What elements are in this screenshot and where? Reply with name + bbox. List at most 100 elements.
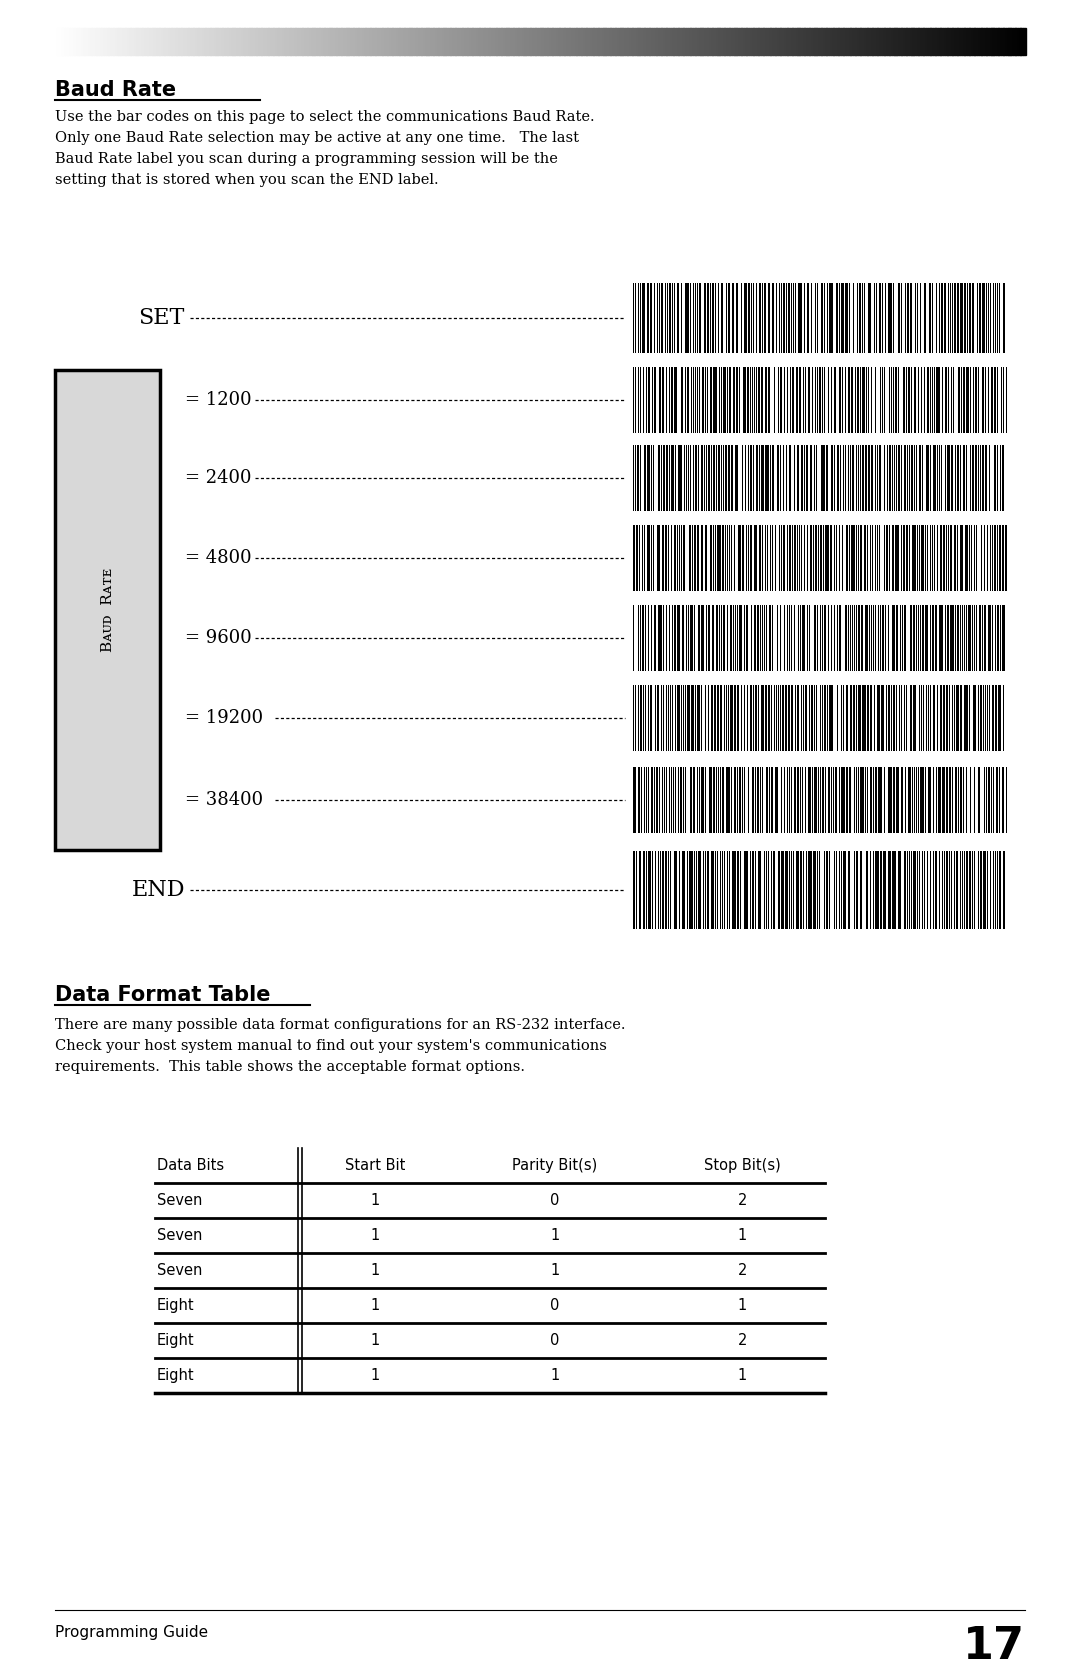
Bar [964,684,968,751]
Bar [901,768,903,833]
Bar [995,684,997,751]
Bar [799,28,802,55]
Bar [637,446,639,511]
Bar [295,28,298,55]
Bar [730,684,733,751]
Text: END: END [132,880,185,901]
Bar [665,851,667,930]
Bar [747,367,750,432]
Bar [967,28,970,55]
Text: 1: 1 [370,1334,380,1349]
Bar [523,28,526,55]
Text: 1: 1 [370,1263,380,1278]
Bar [773,28,775,55]
Bar [577,28,579,55]
Bar [928,28,931,55]
Bar [489,28,492,55]
Bar [583,28,586,55]
Bar [856,851,858,930]
Bar [244,28,247,55]
Bar [773,851,775,930]
Bar [960,684,962,751]
Bar [983,851,986,930]
Bar [858,684,861,751]
Bar [174,28,177,55]
Text: Use the bar codes on this page to select the communications Baud Rate.
Only one : Use the bar codes on this page to select… [55,110,595,187]
Bar [824,604,826,671]
Bar [972,28,974,55]
Bar [976,28,980,55]
Bar [692,28,696,55]
Bar [612,28,616,55]
Bar [421,28,424,55]
Bar [198,28,201,55]
Text: 2: 2 [738,1263,747,1278]
Bar [630,766,1010,834]
Bar [768,28,771,55]
Bar [205,28,208,55]
Bar [935,28,939,55]
Bar [932,604,934,671]
Bar [746,604,748,671]
Bar [997,604,999,671]
Bar [808,768,811,833]
Bar [225,28,228,55]
Bar [370,28,374,55]
Bar [312,28,315,55]
Bar [195,28,199,55]
Bar [815,526,816,591]
Bar [761,684,764,751]
Bar [164,28,167,55]
Bar [838,28,841,55]
Bar [220,28,222,55]
Bar [240,28,242,55]
Bar [868,284,870,354]
Bar [940,684,942,751]
Bar [744,851,748,930]
Bar [796,367,798,432]
Bar [840,28,843,55]
Bar [647,28,650,55]
Bar [772,446,774,511]
Bar [649,28,652,55]
Bar [765,446,769,511]
Bar [135,28,138,55]
Bar [698,28,701,55]
Bar [630,850,1010,930]
Bar [858,604,860,671]
Bar [707,851,708,930]
Bar [814,768,816,833]
Bar [681,367,683,432]
Bar [789,28,793,55]
Bar [933,446,936,511]
Bar [755,684,757,751]
Bar [988,28,991,55]
Bar [785,28,787,55]
Bar [662,851,664,930]
Text: Data Format Table: Data Format Table [55,985,270,1005]
Bar [875,851,879,930]
Bar [982,284,985,354]
Bar [805,28,807,55]
Bar [867,28,870,55]
Bar [788,284,789,354]
Bar [645,28,647,55]
Bar [850,28,853,55]
Bar [771,768,773,833]
Bar [896,28,900,55]
Bar [351,28,354,55]
Bar [470,28,473,55]
Bar [55,371,160,850]
Bar [717,526,721,591]
Bar [392,28,395,55]
Bar [916,28,919,55]
Bar [766,28,769,55]
Bar [416,28,419,55]
Bar [964,284,966,354]
Bar [644,446,646,511]
Bar [589,28,592,55]
Bar [710,28,713,55]
Bar [67,28,70,55]
Bar [468,28,470,55]
Bar [972,284,974,354]
